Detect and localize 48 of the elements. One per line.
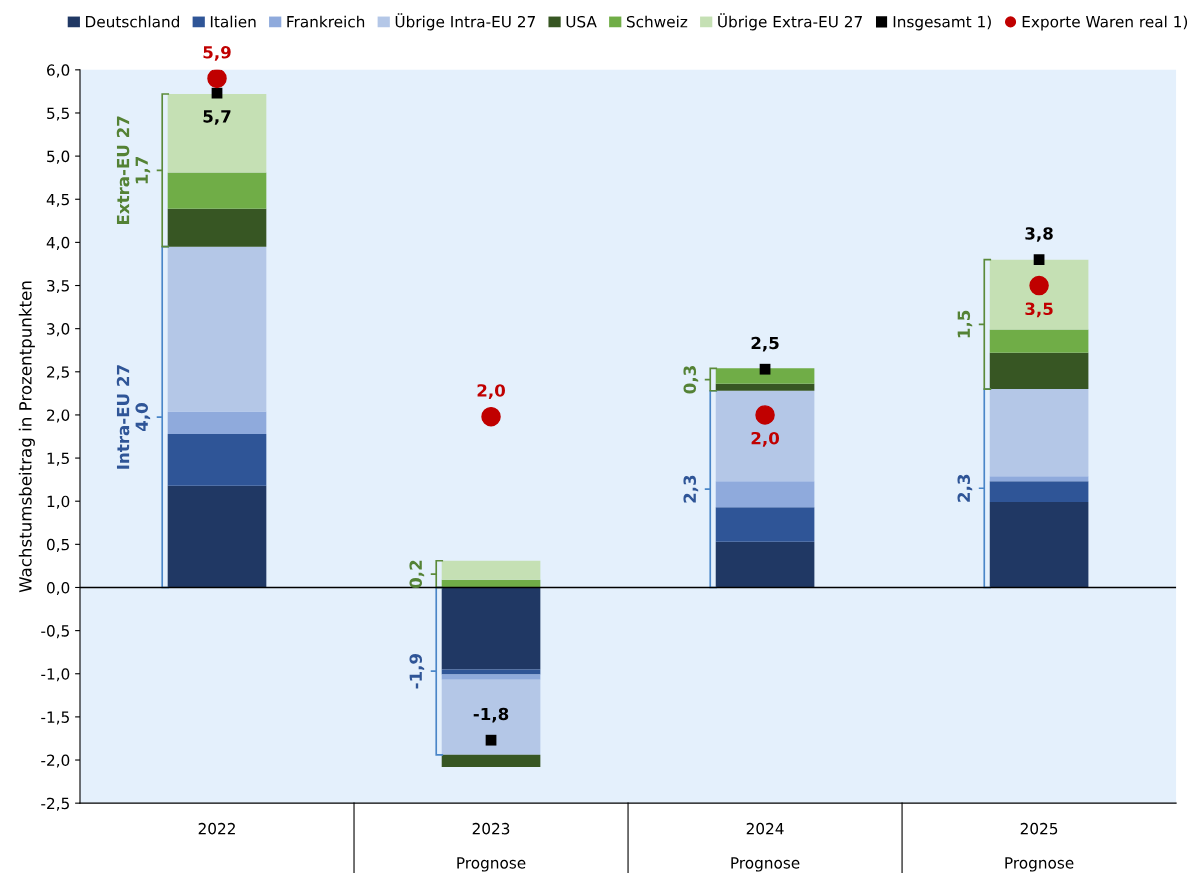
data-label: 2,0 — [477, 384, 505, 399]
y-tick-label: 4,5 — [46, 193, 69, 207]
annotation: 0,2 — [409, 560, 425, 589]
annotation: 2,3 — [957, 474, 973, 502]
y-tick-label: -0,5 — [41, 625, 69, 639]
y-tick-label: 5,5 — [47, 107, 69, 121]
legend-label: Übrige Intra-EU 27 — [395, 13, 535, 31]
legend-label: Exporte Waren real 1) — [1022, 15, 1188, 31]
y-tick-label: 3,5 — [47, 279, 69, 294]
y-tick-label: 5,0 — [47, 150, 70, 164]
annotation: 0,3 — [683, 366, 699, 394]
data-label: 5,7 — [203, 110, 231, 125]
data-label: 5,9 — [203, 45, 231, 61]
y-tick-label: 3,0 — [47, 323, 70, 337]
annotation: 2,3 — [683, 475, 699, 503]
legend-label: Schweiz — [626, 15, 688, 28]
y-tick-label: -1,0 — [41, 668, 70, 682]
y-tick-label: 1,5 — [47, 452, 69, 466]
annotation: Intra-EU 27 4,0 — [116, 365, 151, 469]
y-tick-label: -2,0 — [41, 754, 70, 768]
y-tick-label: 6,0 — [47, 64, 70, 78]
data-label: 2,0 — [751, 431, 780, 447]
legend-label: Frankreich — [287, 15, 365, 28]
category-label: 2023 Prognose — [457, 822, 526, 872]
y-tick-label: 2,5 — [47, 366, 69, 380]
annotation: 1,5 — [957, 310, 973, 338]
legend-label: Italien — [210, 15, 256, 28]
y-tick-label: 4,0 — [46, 236, 70, 250]
data-label: 3,5 — [1025, 302, 1053, 318]
legend-label: USA — [566, 15, 597, 28]
category-label: 2024 Prognose — [731, 822, 800, 872]
data-label: -1,8 — [473, 707, 509, 723]
y-tick-label: 1,0 — [47, 495, 70, 509]
y-tick-label: -2,5 — [41, 797, 69, 811]
y-tick-label: 0,5 — [46, 538, 69, 552]
legend-label: Insgesamt 1) — [893, 15, 991, 31]
annotation: Extra-EU 27 1,7 — [116, 116, 151, 225]
y-tick-label: 2,0 — [47, 409, 70, 423]
annotation: -1,9 — [409, 654, 425, 689]
legend-label: Deutschland — [86, 15, 179, 28]
data-label: 2,5 — [751, 336, 779, 352]
y-axis-title: Wachstumsbeitrag in Prozentpunkten — [18, 281, 35, 593]
y-tick-label: 0,0 — [46, 581, 70, 596]
legend-label: Übrige Extra-EU 27 — [718, 13, 862, 31]
x-tick-label: 2022 — [198, 822, 235, 835]
data-label: 3,8 — [1025, 227, 1053, 242]
category-label: 2025 Prognose — [1005, 822, 1074, 872]
y-tick-label: -1,5 — [41, 711, 69, 725]
